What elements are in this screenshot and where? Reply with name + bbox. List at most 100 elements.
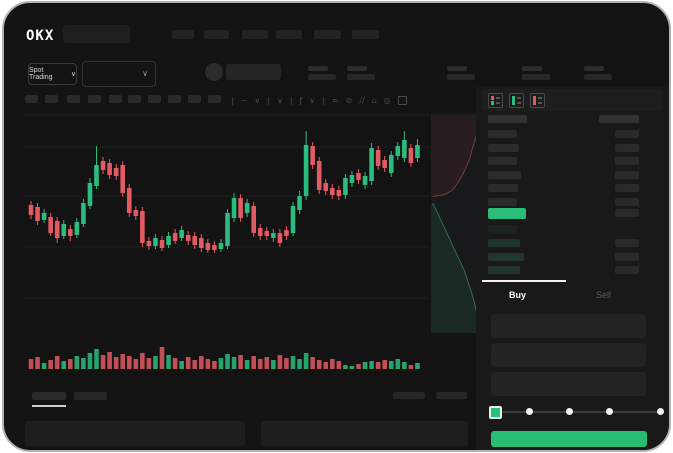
separator: | bbox=[267, 95, 270, 105]
stat-label-5 bbox=[584, 66, 604, 71]
ask-row-amount[interactable] bbox=[615, 184, 639, 192]
slider-handle[interactable] bbox=[489, 406, 502, 419]
tab-buy[interactable]: Buy bbox=[509, 290, 527, 300]
snapshot-icon[interactable]: ⌂ bbox=[371, 95, 377, 105]
slider-stop-45[interactable] bbox=[565, 408, 573, 415]
bottom-action-1[interactable] bbox=[393, 392, 425, 399]
bid-row-amount[interactable] bbox=[615, 239, 639, 247]
mark bbox=[496, 97, 500, 99]
buy-submit-button[interactable] bbox=[491, 431, 647, 447]
bid-row-price[interactable] bbox=[488, 266, 520, 274]
interval-chip-2[interactable] bbox=[45, 95, 58, 103]
market-type-dropdown[interactable]: Spot Trading ∨ bbox=[28, 63, 77, 85]
stat-value-4 bbox=[522, 74, 550, 80]
indicators-fx-icon[interactable]: ƒ bbox=[299, 95, 303, 105]
ob-header-amount bbox=[599, 115, 639, 123]
pair-avatar[interactable] bbox=[205, 63, 223, 81]
interval-chip-3[interactable] bbox=[67, 95, 80, 103]
indicators-chevron-icon[interactable]: ∨ bbox=[309, 95, 316, 105]
ob-header-price bbox=[488, 115, 527, 123]
bid-row-amount[interactable] bbox=[615, 266, 639, 274]
orderbook-toolbar bbox=[482, 89, 662, 111]
magnet-off-icon[interactable]: ⊘ bbox=[345, 95, 353, 105]
book-bids-icon[interactable] bbox=[509, 93, 524, 108]
pair-select-dropdown[interactable]: ∨ bbox=[82, 61, 156, 87]
mark bbox=[538, 102, 542, 104]
interval-chip-6[interactable] bbox=[128, 95, 141, 103]
candle-style-icon[interactable]: ~ bbox=[240, 95, 248, 105]
stat-label-1 bbox=[308, 66, 328, 71]
mark bbox=[538, 97, 542, 99]
bid-row-price[interactable] bbox=[488, 225, 517, 233]
slider-stop-69[interactable] bbox=[605, 408, 613, 415]
ask-row-amount[interactable] bbox=[615, 170, 639, 179]
order-input-1[interactable] bbox=[491, 314, 646, 338]
bottom-tab-indicator bbox=[32, 405, 66, 407]
ask-row-price[interactable] bbox=[488, 170, 521, 179]
slider-stop-21[interactable] bbox=[525, 408, 533, 415]
pair-name-placeholder bbox=[226, 64, 281, 80]
nav-item-1[interactable] bbox=[172, 30, 194, 39]
order-input-3[interactable] bbox=[491, 372, 646, 396]
ask-row-price[interactable] bbox=[488, 130, 517, 138]
ask-row-amount[interactable] bbox=[615, 197, 639, 206]
ask-row-amount[interactable] bbox=[615, 157, 639, 165]
stat-label-3 bbox=[447, 66, 467, 71]
interval-chip-4[interactable] bbox=[88, 95, 101, 103]
bottom-tab-2[interactable] bbox=[74, 392, 107, 400]
active-tab-indicator bbox=[482, 280, 566, 282]
book-combined-icon[interactable] bbox=[488, 93, 503, 108]
amount-slider[interactable] bbox=[494, 411, 660, 413]
nav-item-6[interactable] bbox=[352, 30, 379, 39]
bid-row-amount[interactable] bbox=[615, 252, 639, 261]
mark bbox=[512, 96, 515, 105]
interval-chip-10[interactable] bbox=[208, 95, 221, 103]
market-type-label: Spot Trading bbox=[29, 67, 53, 81]
fullscreen-icon[interactable] bbox=[397, 95, 407, 105]
mark bbox=[517, 102, 521, 104]
candlestick-chart[interactable] bbox=[24, 108, 429, 373]
bottom-tab-1[interactable] bbox=[32, 392, 66, 400]
nav-search-placeholder[interactable] bbox=[63, 25, 130, 43]
nav-item-2[interactable] bbox=[204, 30, 229, 39]
interval-chip-9[interactable] bbox=[188, 95, 201, 103]
ask-row-price[interactable] bbox=[488, 157, 517, 165]
bid-row-price[interactable] bbox=[488, 252, 524, 261]
slider-stop-100[interactable] bbox=[657, 408, 664, 415]
interval-chip-8[interactable] bbox=[168, 95, 181, 103]
tab-sell[interactable]: Sell bbox=[596, 290, 612, 300]
compare-wave-icon[interactable]: ≈ bbox=[331, 95, 339, 105]
mark bbox=[517, 97, 521, 99]
last-price-highlight[interactable] bbox=[488, 208, 526, 219]
ask-row-price[interactable] bbox=[488, 197, 517, 206]
ask-row-price[interactable] bbox=[488, 184, 518, 192]
ask-row-amount[interactable] bbox=[615, 130, 639, 138]
interval-chip-1[interactable] bbox=[25, 95, 38, 103]
nav-item-3[interactable] bbox=[242, 30, 268, 39]
interval-chip-5[interactable] bbox=[109, 95, 122, 103]
stat-label-2 bbox=[347, 66, 367, 71]
candle-style-chevron-icon[interactable]: ∨ bbox=[254, 95, 261, 105]
bid-row-price[interactable] bbox=[488, 239, 520, 247]
stat-value-1 bbox=[308, 74, 336, 80]
nav-item-5[interactable] bbox=[314, 30, 341, 39]
settings-target-icon[interactable]: ◎ bbox=[383, 95, 391, 105]
stat-value-5 bbox=[584, 74, 612, 80]
book-asks-icon[interactable] bbox=[530, 93, 545, 108]
draw-lines-icon[interactable]: // bbox=[359, 95, 365, 105]
interval-chip-7[interactable] bbox=[148, 95, 161, 103]
separator: | bbox=[289, 95, 293, 105]
last-price-amount bbox=[615, 209, 639, 217]
depth-chart bbox=[431, 113, 482, 333]
bottom-action-2[interactable] bbox=[436, 392, 467, 399]
brand-logo: OKX bbox=[26, 28, 55, 44]
nav-item-4[interactable] bbox=[276, 30, 302, 39]
order-input-2[interactable] bbox=[491, 343, 646, 367]
ask-row-price[interactable] bbox=[488, 143, 519, 152]
stat-label-4 bbox=[522, 66, 542, 71]
chevron-down-icon: ∨ bbox=[142, 69, 148, 78]
overlay-chevron-icon[interactable]: ∨ bbox=[276, 95, 283, 105]
ask-row-amount[interactable] bbox=[615, 143, 639, 152]
